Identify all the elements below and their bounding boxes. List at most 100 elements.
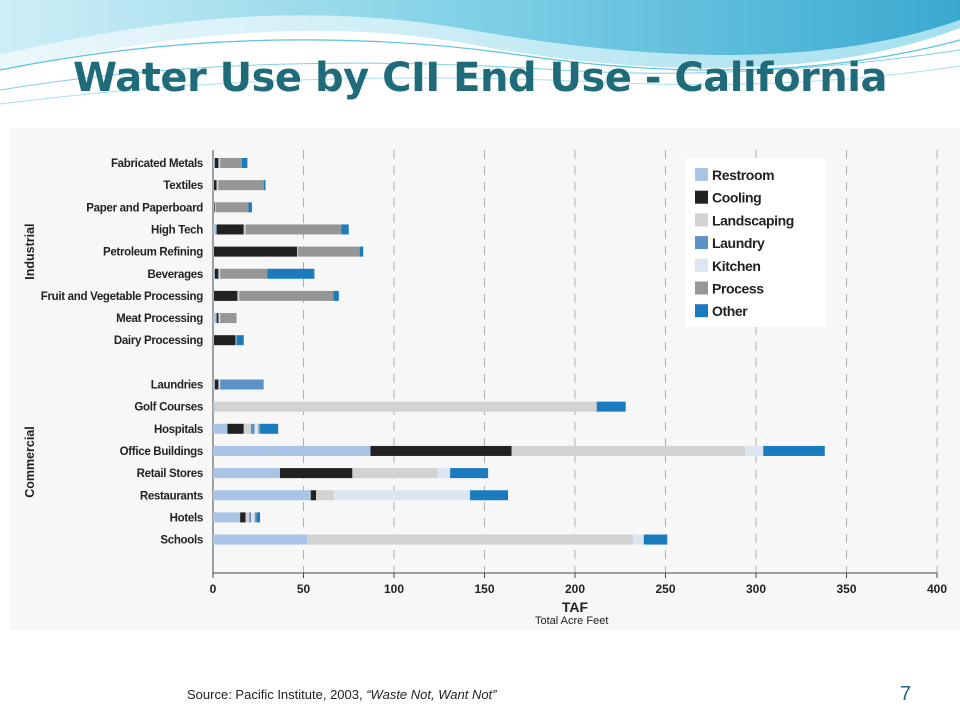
category-label: Beverages bbox=[148, 269, 203, 281]
bar-restroom bbox=[213, 313, 217, 324]
bar-cooling bbox=[216, 224, 244, 235]
bar-landscaping bbox=[237, 290, 240, 301]
bar-restroom bbox=[213, 445, 371, 456]
category-label: Schools bbox=[160, 535, 203, 547]
x-tick-label: 150 bbox=[474, 582, 494, 596]
x-tick-label: 0 bbox=[210, 582, 217, 596]
legend-label-other: Other bbox=[712, 303, 748, 319]
stacked-bar-chart: 0 50 100 150 200 250 300 350 400 TAF Industrial Com… bbox=[23, 150, 947, 615]
bar-other bbox=[241, 158, 248, 168]
bar-landscaping bbox=[218, 379, 221, 390]
bar-restroom bbox=[213, 224, 217, 235]
bar-landscaping bbox=[307, 534, 633, 545]
bar-cooling bbox=[213, 202, 215, 213]
source-text: Source: Pacific Institute, 2003, bbox=[187, 687, 367, 702]
bar-landscaping bbox=[214, 401, 597, 412]
category-label: Fabricated Metals bbox=[111, 158, 203, 170]
legend-label-cooling: Cooling bbox=[712, 190, 761, 206]
bar-restroom bbox=[213, 379, 215, 390]
legend-swatch-restroom bbox=[695, 168, 708, 181]
source-title: “Waste Not, Want Not” bbox=[366, 687, 497, 702]
category-label: Petroleum Refining bbox=[103, 247, 203, 259]
bar-cooling bbox=[279, 468, 353, 479]
x-tick-label: 250 bbox=[655, 582, 675, 596]
legend-box bbox=[685, 158, 825, 327]
bar-process bbox=[245, 224, 342, 235]
bar-landscaping bbox=[316, 490, 335, 501]
bar-process bbox=[220, 313, 237, 324]
bar-other bbox=[263, 180, 266, 191]
legend-swatch-laundry bbox=[695, 236, 708, 250]
legend-swatch-process bbox=[695, 281, 708, 295]
legend-label-laundry: Laundry bbox=[712, 235, 765, 251]
x-tick-label: 350 bbox=[836, 582, 856, 596]
bar-laundry bbox=[251, 423, 255, 434]
legend-label-process: Process bbox=[712, 281, 764, 297]
legend-label-restroom: Restroom bbox=[712, 167, 774, 183]
category-label: Retail Stores bbox=[137, 468, 203, 480]
bar-other bbox=[470, 490, 509, 501]
slide-title: Water Use by CII End Use - California bbox=[73, 55, 887, 101]
x-tick-label: 400 bbox=[927, 582, 947, 596]
category-label: Office Buildings bbox=[120, 446, 203, 458]
bar-laundry bbox=[220, 379, 264, 390]
bar-cooling bbox=[214, 379, 219, 390]
bar-landscaping bbox=[245, 512, 250, 523]
group-label-commercial: Commercial bbox=[23, 426, 37, 498]
bar-restroom bbox=[213, 468, 280, 479]
group-label-industrial: Industrial bbox=[23, 223, 37, 279]
bar-restroom bbox=[213, 512, 241, 523]
category-label: Hospitals bbox=[154, 424, 203, 436]
bar-landscaping bbox=[216, 180, 219, 191]
legend-swatch-landscaping bbox=[695, 213, 708, 227]
bar-restroom bbox=[213, 158, 215, 168]
bar-landscaping bbox=[214, 202, 216, 213]
x-tick-label: 100 bbox=[384, 582, 404, 596]
bar-cooling bbox=[213, 290, 238, 301]
bar-landscaping bbox=[235, 335, 237, 346]
unit-note: Total Acre Feet bbox=[535, 615, 609, 627]
bar-cooling bbox=[227, 423, 244, 434]
bar-cooling bbox=[214, 158, 219, 168]
bar-process bbox=[220, 268, 268, 279]
bar-restroom bbox=[213, 490, 311, 501]
bar-laundry bbox=[249, 512, 252, 523]
category-label: Fruit and Vegetable Processing bbox=[41, 291, 204, 303]
bar-cooling bbox=[213, 246, 298, 257]
category-label: Laundries bbox=[151, 380, 203, 392]
category-label: Meat Processing bbox=[116, 313, 203, 325]
page-number: 7 bbox=[900, 683, 912, 705]
category-label: Textiles bbox=[163, 180, 203, 192]
bar-other bbox=[267, 268, 315, 279]
bar-kitchen bbox=[254, 423, 259, 434]
category-label: High Tech bbox=[151, 224, 203, 236]
bar-restroom bbox=[213, 246, 214, 257]
bar-landscaping bbox=[218, 313, 221, 324]
bar-landscaping bbox=[243, 423, 252, 434]
legend-swatch-kitchen bbox=[695, 258, 708, 272]
bar-process bbox=[220, 158, 242, 168]
bar-cooling bbox=[216, 313, 219, 324]
x-tick-label: 200 bbox=[565, 582, 585, 596]
bar-other bbox=[236, 335, 244, 346]
bar-other bbox=[643, 534, 668, 545]
bar-other bbox=[359, 246, 364, 257]
bar-restroom bbox=[213, 335, 214, 346]
bar-other bbox=[763, 445, 825, 456]
header-wave-decoration bbox=[0, 0, 960, 105]
bar-restroom bbox=[213, 180, 214, 191]
bar-landscaping bbox=[511, 445, 746, 456]
bar-process bbox=[239, 290, 334, 301]
source-citation: Source: Pacific Institute, 2003, “Waste … bbox=[187, 687, 497, 702]
bar-process bbox=[254, 512, 257, 523]
bar-restroom bbox=[213, 423, 228, 434]
legend-swatch-cooling bbox=[695, 190, 708, 204]
bar-process bbox=[258, 423, 261, 434]
bar-restroom bbox=[213, 534, 308, 545]
bar-landscaping bbox=[297, 246, 299, 257]
bar-process bbox=[215, 202, 249, 213]
category-label: Dairy Processing bbox=[114, 335, 203, 347]
x-tick-label: 300 bbox=[746, 582, 766, 596]
x-tick-label: 50 bbox=[297, 582, 311, 596]
bar-cooling bbox=[214, 268, 219, 279]
